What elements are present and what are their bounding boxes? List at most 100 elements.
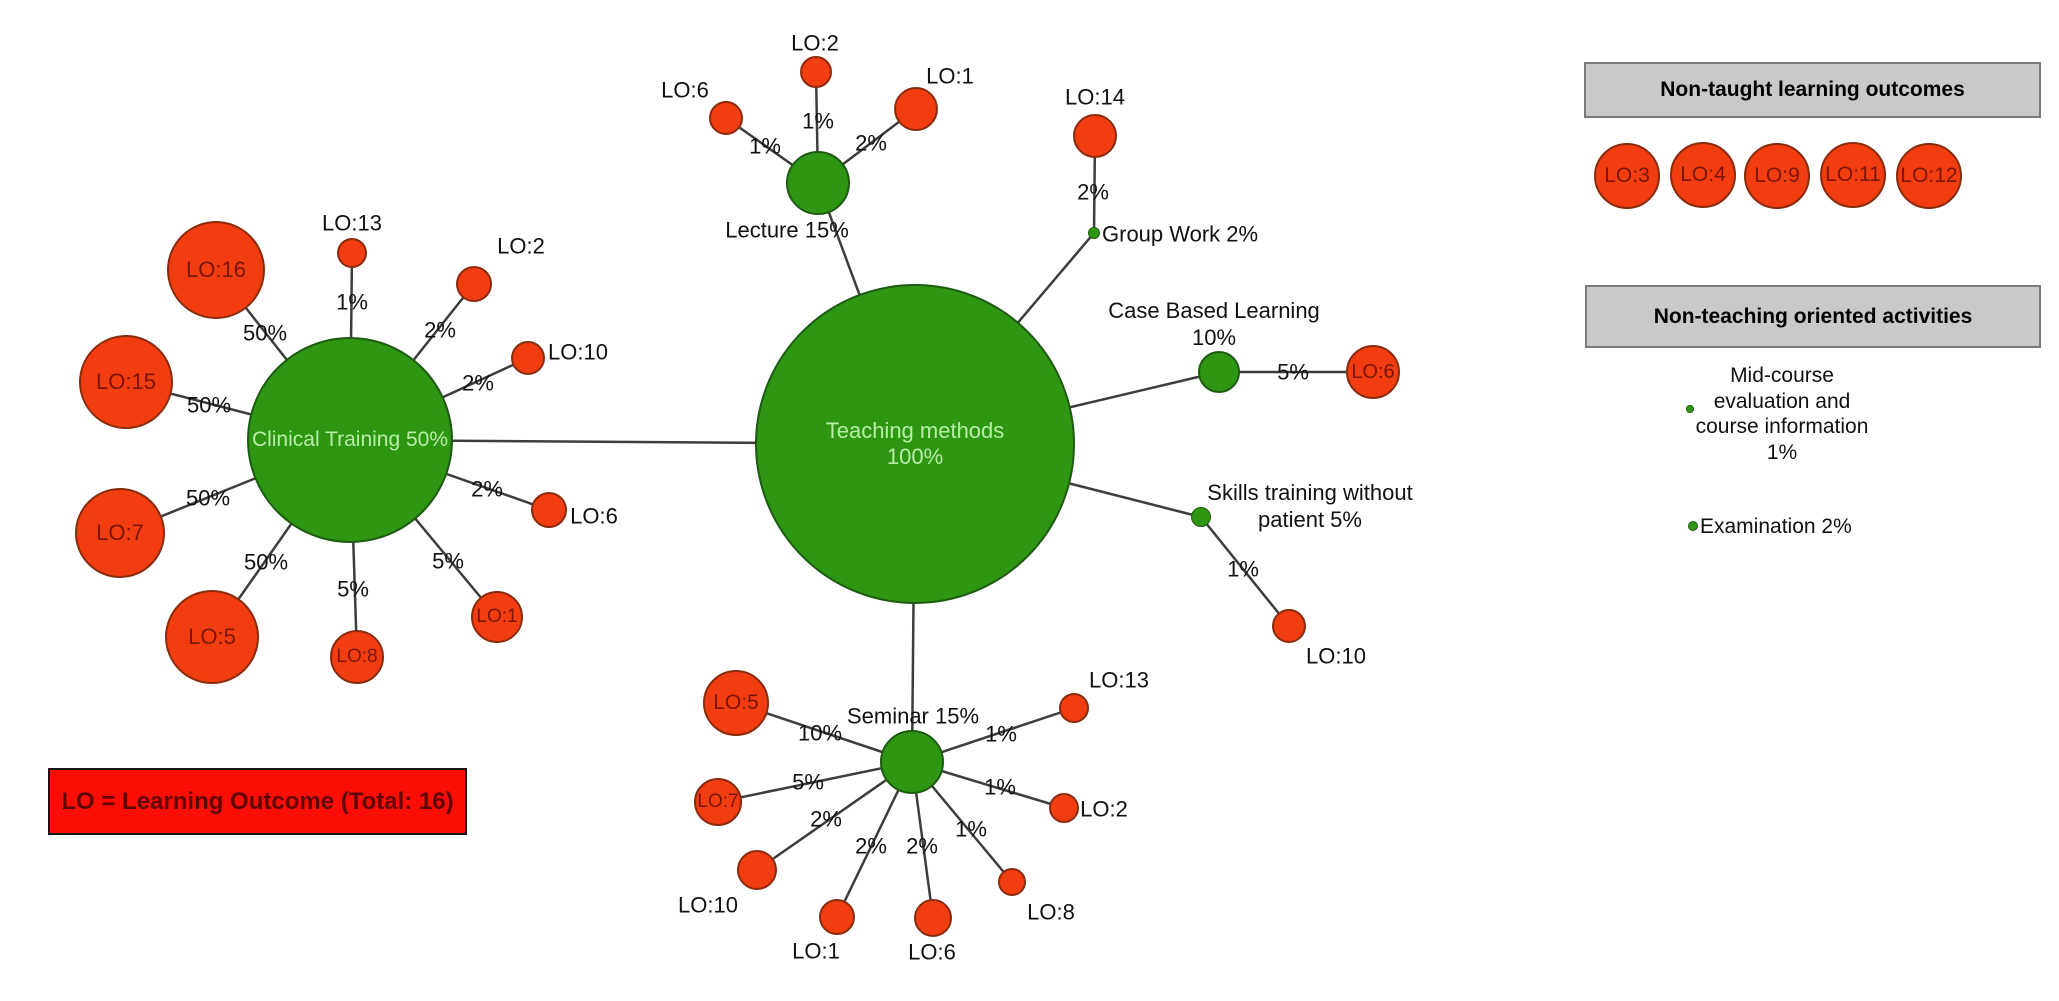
lo1-lecture-node (894, 87, 938, 131)
lo9-node-text: LO:9 (1754, 164, 1800, 188)
edge-percent-label: 2% (906, 834, 938, 861)
mid-course-label-line: course information (1695, 415, 1869, 438)
lo10-skills-node (1272, 609, 1306, 643)
lo2-seminar-node (1049, 793, 1079, 823)
lo8-clinical-node-text: LO:8 (336, 645, 378, 667)
lo6-lecture-label: LO:6 (661, 78, 709, 105)
edge-percent-label-line: 1% (1227, 556, 1259, 582)
legend-text: LO = Learning Outcome (Total: 16) (61, 787, 454, 815)
lo12-node: LO:12 (1896, 143, 1962, 209)
clinical-training-node: Clinical Training 50% (247, 337, 453, 543)
edge-percent-label: 50% (187, 393, 231, 420)
edge-percent-label-line: 2% (471, 476, 503, 502)
seminar-label: Seminar 15% (847, 704, 979, 731)
edge-percent-label: 2% (1077, 180, 1109, 207)
edge-percent-label: 1% (985, 722, 1017, 749)
edge-percent-label-line: 5% (1277, 359, 1309, 385)
lo6-cbl-node: LO:6 (1346, 345, 1400, 399)
group-work-node (1088, 227, 1100, 239)
teaching-methods-node-text: 100% (886, 444, 944, 469)
skills-training-label-line: Skills training without (1207, 480, 1413, 506)
lo9-node: LO:9 (1744, 143, 1810, 209)
lo14-label: LO:14 (1065, 85, 1125, 112)
lo5-seminar-node: LO:5 (703, 670, 769, 736)
examination-label: Examination 2% (1700, 514, 1852, 540)
lo13-seminar-node (1059, 693, 1089, 723)
edge-percent-label: 5% (792, 770, 824, 797)
edge-percent-label: 5% (432, 549, 464, 576)
lo6-seminar-node (914, 899, 952, 937)
lo14-node (1073, 114, 1117, 158)
edge-percent-label: 50% (244, 550, 288, 577)
lo5-seminar-node-text: LO:5 (713, 691, 759, 715)
legend-box: LO = Learning Outcome (Total: 16) (48, 768, 467, 835)
edge-line (717, 760, 913, 804)
group-work-label-line: Group Work 2% (1102, 221, 1259, 247)
edge-percent-label: 10% (798, 721, 842, 748)
lo6-seminar-label-line: LO:6 (908, 939, 956, 965)
mid-course-label-line: 1% (1766, 440, 1798, 464)
edge-percent-label: 5% (337, 577, 369, 604)
lo12-node-text: LO:12 (1900, 164, 1958, 188)
lo14-label-line: LO:14 (1065, 84, 1125, 110)
non-teaching-header-box: Non-teaching oriented activities (1585, 285, 2041, 348)
lo1-clinical-node: LO:1 (471, 591, 523, 643)
teaching-methods-node-text: Teaching methods (825, 417, 1005, 443)
edge-percent-label: 1% (336, 290, 368, 317)
edge-percent-label: 2% (462, 371, 494, 398)
skills-training-label: Skills training without patient 5% (1207, 480, 1412, 534)
edge-percent-label-line: 2% (1077, 179, 1109, 205)
edge-percent-label-line: 1% (984, 774, 1016, 800)
edge-percent-label-line: 2% (424, 317, 456, 343)
lo10-seminar-label-line: LO:10 (678, 892, 738, 918)
mid-course-label-line: evaluation and (1713, 389, 1851, 413)
lo1-seminar-label-line: LO:1 (792, 938, 840, 964)
edge-percent-label: 2% (810, 807, 842, 834)
lo5-clinical-node-text: LO:5 (188, 623, 236, 649)
lo2-lecture-label-line: LO:2 (791, 30, 839, 56)
lo11-node: LO:11 (1820, 142, 1886, 208)
edge-percent-label-line: 10% (797, 720, 843, 746)
lo6-lecture-label-line: LO:6 (661, 77, 709, 103)
non-taught-header-box: Non-taught learning outcomes (1584, 62, 2041, 118)
lo10-skills-label-line: LO:10 (1306, 643, 1366, 669)
lo6-seminar-label: LO:6 (908, 940, 956, 967)
edge-percent-label-line: 5% (337, 576, 369, 602)
teaching-methods-node: Teaching methods 100% (755, 284, 1075, 604)
lo2-lecture-node (800, 56, 832, 88)
lo15-clinical-node: LO:15 (79, 335, 173, 429)
lo8-seminar-label: LO:8 (1027, 900, 1075, 927)
lo6-clinical-node (531, 492, 567, 528)
lo13-seminar-label: LO:13 (1089, 668, 1149, 695)
examination-node (1688, 521, 1698, 531)
lo3-node-text: LO:3 (1604, 164, 1650, 188)
seminar-label-line: Seminar 15% (846, 703, 980, 729)
edge-percent-label-line: 50% (242, 320, 288, 346)
lo6-clinical-label-line: LO:6 (570, 503, 618, 529)
edge-percent-label: 2% (471, 477, 503, 504)
seminar-node (880, 730, 944, 794)
lo2-clinical-label: LO:2 (497, 234, 545, 261)
edge-percent-label-line: 50% (186, 392, 232, 418)
lo6-lecture-node (709, 101, 743, 135)
lo1-clinical-node-text: LO:1 (476, 605, 518, 627)
edge-percent-label: 50% (243, 321, 287, 348)
edge-percent-label-line: 2% (855, 833, 887, 859)
lo1-seminar-node (819, 899, 855, 935)
non-taught-header-label: Non-taught learning outcomes (1660, 78, 1965, 101)
lo2-seminar-label-line: LO:2 (1080, 796, 1128, 822)
non-teaching-header-label: Non-teaching oriented activities (1653, 304, 1973, 328)
lo6-clinical-label: LO:6 (570, 504, 618, 531)
edge-percent-label-line: 50% (243, 549, 289, 575)
lo10-skills-label: LO:10 (1306, 644, 1366, 671)
lecture-node (786, 151, 850, 215)
lo5-clinical-node: LO:5 (165, 590, 259, 684)
examination-label-line: Examination 2% (1700, 515, 1852, 539)
group-work-label: Group Work 2% (1102, 222, 1258, 249)
lo1-lecture-label-line: LO:1 (926, 63, 974, 89)
edge-line (1200, 516, 1290, 627)
lo13-clinical-label: LO:13 (322, 211, 382, 238)
lo10-clinical-node (511, 341, 545, 375)
case-based-learning-node (1198, 351, 1240, 393)
